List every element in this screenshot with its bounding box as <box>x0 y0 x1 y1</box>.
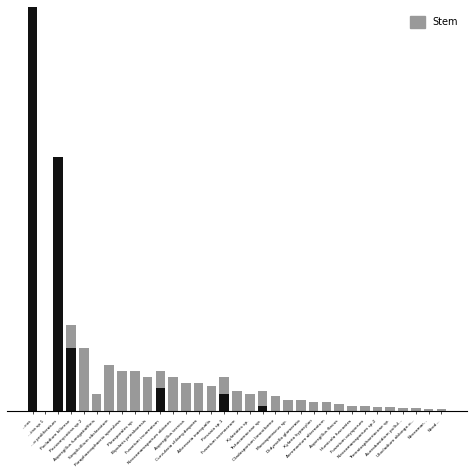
Bar <box>155 388 165 411</box>
Bar <box>181 383 191 411</box>
Bar <box>130 371 140 411</box>
Bar <box>168 377 178 411</box>
Bar <box>347 406 357 411</box>
Bar <box>66 325 76 348</box>
Bar <box>360 406 370 411</box>
Bar <box>309 402 319 411</box>
Bar <box>322 402 331 411</box>
Bar <box>54 157 63 411</box>
Bar <box>219 394 229 411</box>
Bar <box>398 408 408 411</box>
Bar <box>143 377 152 411</box>
Bar <box>79 348 89 411</box>
Bar <box>28 0 37 411</box>
Bar <box>296 400 306 411</box>
Bar <box>91 394 101 411</box>
Bar <box>66 348 76 411</box>
Bar <box>232 391 242 411</box>
Bar <box>117 371 127 411</box>
Bar <box>437 409 446 411</box>
Bar <box>424 409 433 411</box>
Bar <box>271 396 280 411</box>
Bar <box>104 365 114 411</box>
Bar <box>258 391 267 406</box>
Bar <box>219 377 229 394</box>
Bar <box>411 408 420 411</box>
Bar <box>334 404 344 411</box>
Bar <box>373 407 383 411</box>
Bar <box>245 394 255 411</box>
Bar <box>258 406 267 411</box>
Legend: Stem: Stem <box>407 12 462 31</box>
Bar <box>207 386 216 411</box>
Bar <box>385 407 395 411</box>
Bar <box>155 371 165 388</box>
Bar <box>194 383 203 411</box>
Bar <box>283 400 293 411</box>
